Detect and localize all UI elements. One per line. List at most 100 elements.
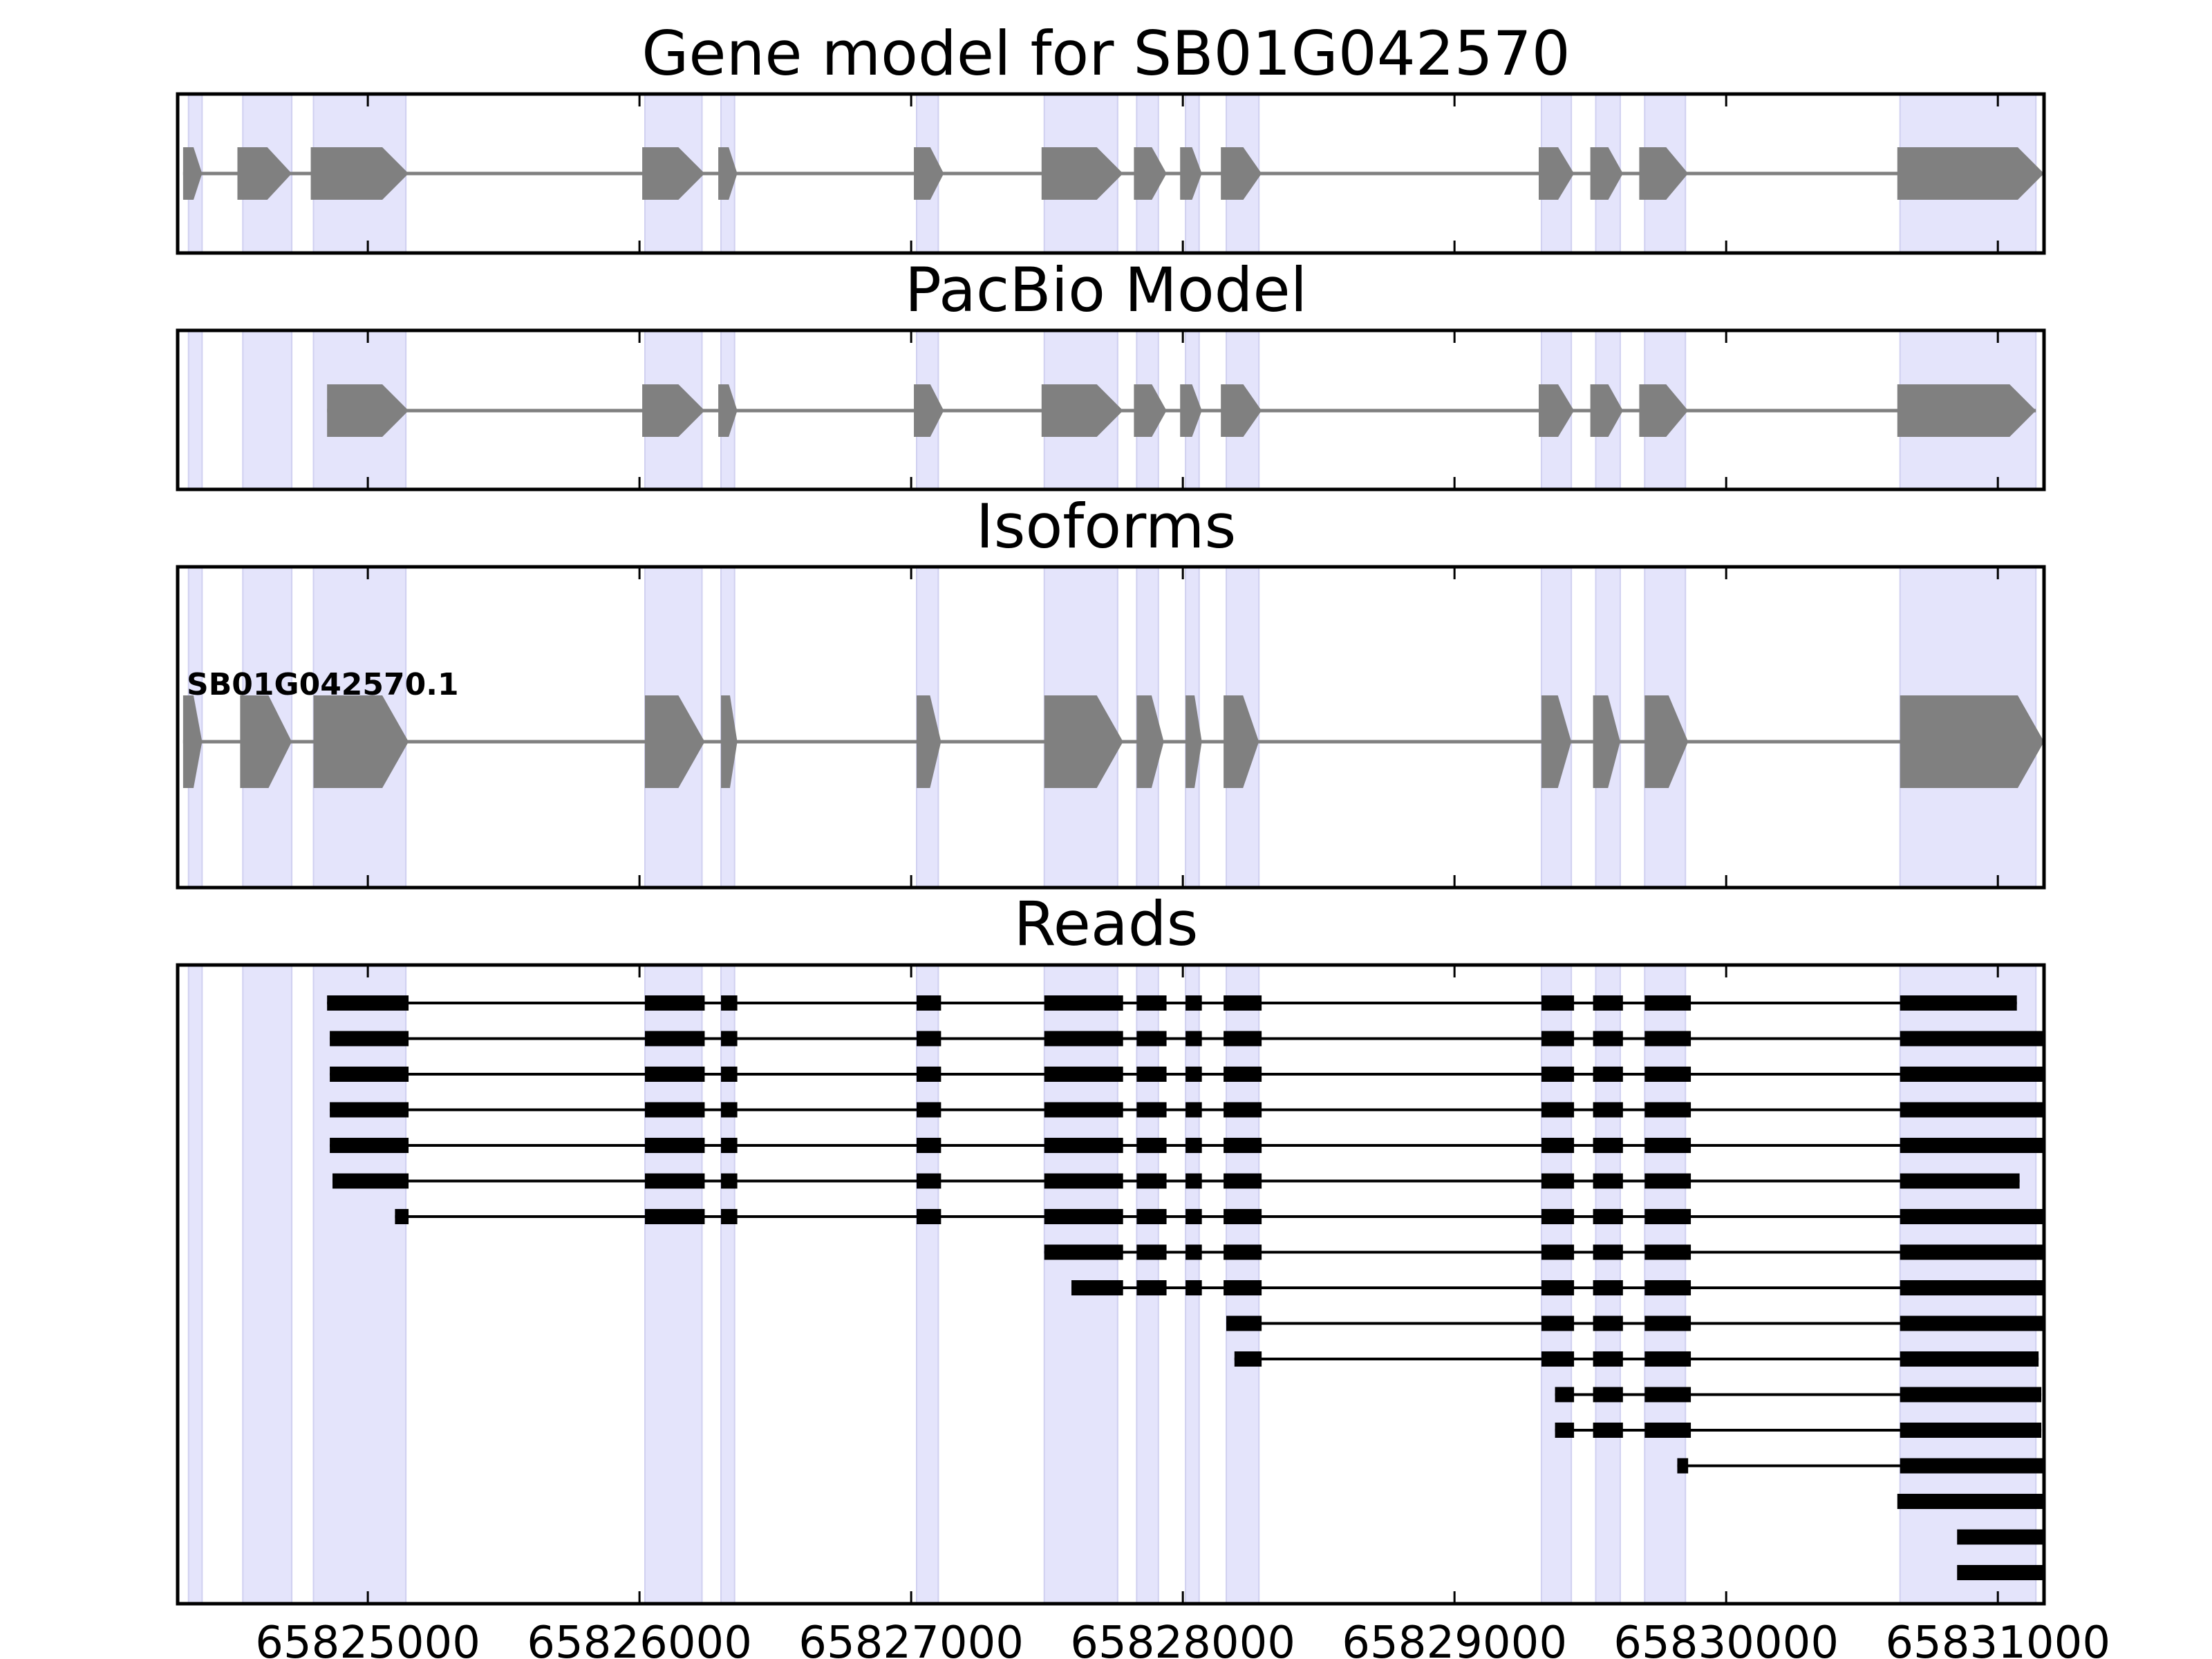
- read-block: [1044, 1244, 1123, 1260]
- read-block: [330, 1138, 409, 1153]
- read-block: [1593, 1031, 1623, 1047]
- exon-block: [1590, 147, 1623, 200]
- read-block: [1044, 1031, 1123, 1047]
- read-block: [644, 995, 705, 1011]
- x-tick-label: 65827000: [798, 1618, 1024, 1659]
- read-block: [721, 1067, 738, 1082]
- read-block: [1593, 1423, 1623, 1438]
- exon-block: [644, 695, 705, 788]
- read-block: [1644, 1244, 1691, 1260]
- exon-block: [914, 147, 944, 200]
- read-block: [916, 1102, 941, 1118]
- exon-block: [327, 384, 409, 437]
- exon-block: [1041, 384, 1123, 437]
- read-block: [1185, 1067, 1202, 1082]
- read-block: [1957, 1529, 2044, 1545]
- read-block: [1644, 1351, 1691, 1367]
- read-block: [1644, 1138, 1691, 1153]
- exon-block: [1185, 695, 1202, 788]
- read-block: [1044, 1102, 1123, 1118]
- read-block: [1541, 1173, 1575, 1189]
- read-block: [1224, 1173, 1262, 1189]
- read-block: [1185, 1102, 1202, 1118]
- x-tick-label: 65830000: [1613, 1618, 1839, 1659]
- read-block: [1593, 1173, 1623, 1189]
- read-block: [1136, 1280, 1167, 1295]
- read-block: [1136, 1173, 1167, 1189]
- read-block: [1185, 1138, 1202, 1153]
- pacbio-model-title: PacBio Model: [905, 254, 1307, 326]
- read-block: [721, 1031, 738, 1047]
- read-block: [1224, 1102, 1262, 1118]
- read-block: [1900, 1458, 2044, 1474]
- read-block: [1185, 1244, 1202, 1260]
- read-block: [1185, 1031, 1202, 1047]
- exon-block: [313, 695, 409, 788]
- read-block: [1541, 1031, 1575, 1047]
- reads-frame: [176, 963, 2046, 1606]
- gene-model-title: Gene model for SB01G042570: [641, 18, 1571, 89]
- read-block: [1900, 995, 2017, 1011]
- read-block: [1644, 1031, 1691, 1047]
- read-block: [916, 1031, 941, 1047]
- read-block: [1224, 1280, 1262, 1295]
- x-tick-label: 65825000: [255, 1618, 480, 1659]
- read-block: [1593, 1315, 1623, 1331]
- exon-highlight-band: [644, 964, 703, 1604]
- exon-block: [916, 695, 941, 788]
- read-block: [1224, 995, 1262, 1011]
- exon-block: [182, 147, 203, 200]
- exon-block: [1639, 147, 1689, 200]
- read-row: [1897, 1494, 2044, 1509]
- x-tick-label: 65828000: [1070, 1618, 1295, 1659]
- exon-highlight-band: [242, 330, 293, 490]
- read-block: [1900, 1031, 2044, 1047]
- read-block: [1136, 1031, 1167, 1047]
- read-block: [1226, 1315, 1262, 1331]
- x-axis-tick-labels: 65825000 65826000 65827000 65828000 65829000…: [255, 1618, 2110, 1659]
- read-block: [1900, 1067, 2044, 1082]
- read-row: [1957, 1529, 2044, 1545]
- read-block: [1644, 1423, 1691, 1438]
- reads-panel: [176, 963, 2046, 1606]
- read-block: [1900, 1387, 2042, 1403]
- read-row: [327, 995, 2017, 1011]
- read-block: [1644, 1280, 1691, 1295]
- read-block: [1900, 1315, 2044, 1331]
- read-block: [330, 1031, 409, 1047]
- gene-model-frame: [176, 92, 2046, 255]
- exon-block: [1593, 695, 1620, 788]
- read-block: [1900, 1280, 2044, 1295]
- read-block: [327, 995, 409, 1011]
- read-block: [721, 1173, 738, 1189]
- exon-block: [721, 695, 738, 788]
- read-block: [1136, 1138, 1167, 1153]
- read-row: [1555, 1423, 2042, 1438]
- isoforms-title: Isoforms: [976, 491, 1237, 562]
- read-row: [330, 1031, 2044, 1047]
- read-block: [916, 1209, 941, 1224]
- isoforms-panel: SB01G042570.1: [176, 565, 2046, 890]
- exon-block: [1134, 147, 1167, 200]
- read-block: [330, 1067, 409, 1082]
- read-block: [1644, 995, 1691, 1011]
- exon-block: [718, 384, 738, 437]
- read-block: [1593, 1067, 1623, 1082]
- read-block: [721, 995, 738, 1011]
- read-block: [1136, 1102, 1167, 1118]
- read-row: [330, 1102, 2044, 1118]
- read-row: [395, 1209, 2044, 1224]
- read-block: [1224, 1138, 1262, 1153]
- read-block: [1900, 1351, 2039, 1367]
- read-block: [1541, 1280, 1575, 1295]
- read-block: [1044, 1173, 1123, 1189]
- exon-block: [1221, 147, 1262, 200]
- isoforms-frame: [176, 565, 2046, 890]
- read-block: [1541, 1102, 1575, 1118]
- read-block: [721, 1138, 738, 1153]
- read-block: [1644, 1387, 1691, 1403]
- read-block: [1593, 1387, 1623, 1403]
- read-block: [644, 1102, 705, 1118]
- read-block: [721, 1209, 738, 1224]
- read-block: [1136, 1209, 1167, 1224]
